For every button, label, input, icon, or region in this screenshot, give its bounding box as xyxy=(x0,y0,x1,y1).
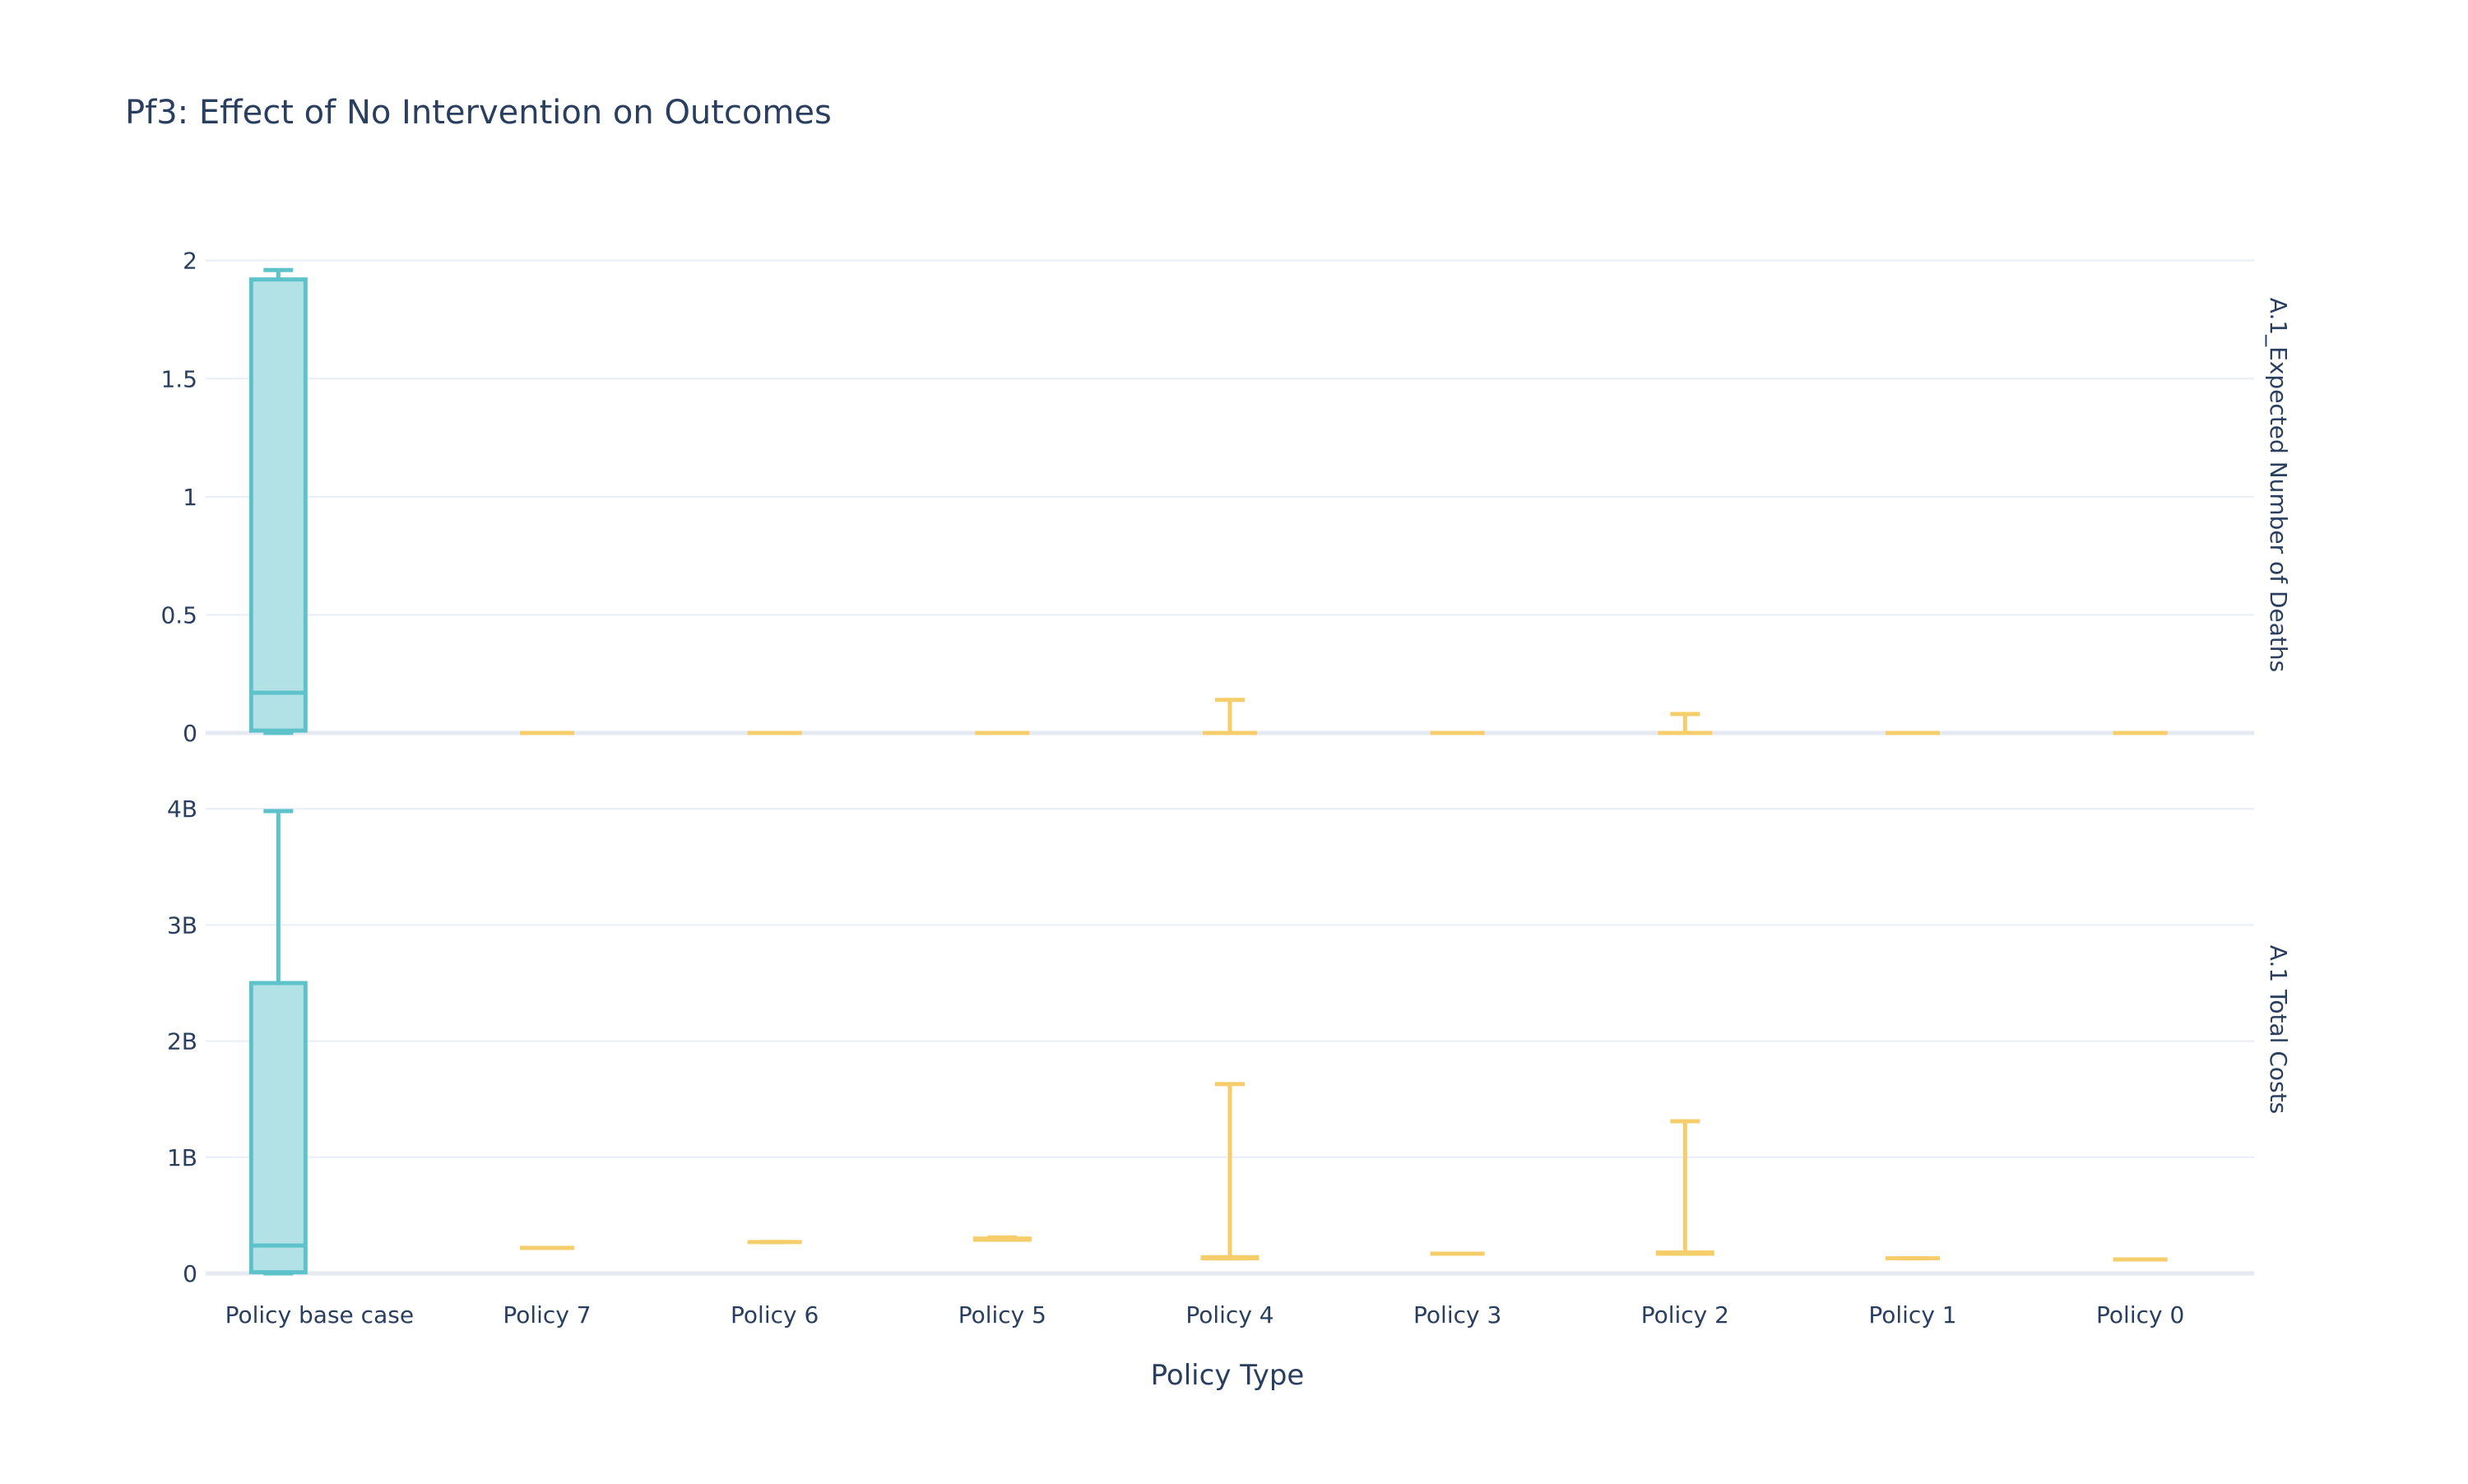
facet-panel-1: 0 0.5 1 1.5 2 A.1_Expected Number of Deaths xyxy=(160,248,2292,747)
y-tick-label: 0.5 xyxy=(160,601,197,628)
chart-title: Pf3: Effect of No Intervention on Outcom… xyxy=(125,94,832,132)
box-policy-2 xyxy=(1658,712,1713,735)
x-tick-label: Policy 5 xyxy=(958,1301,1046,1329)
y-tick-label: 0 xyxy=(183,1260,197,1287)
facets-layer: 0 0.5 1 1.5 2 A.1_Expected Number of Deaths 0 1… xyxy=(160,248,2292,1287)
x-axis-title: Policy Type xyxy=(1151,1359,1305,1392)
box-iqr xyxy=(248,981,308,1275)
y-tick-label: 0 xyxy=(183,720,197,747)
box-policy-5 xyxy=(972,1235,1032,1242)
x-axis: Policy base case Policy 7 Policy 6 Policy 5… xyxy=(225,1301,2185,1329)
x-tick-label: Policy base case xyxy=(225,1301,414,1329)
box-policy-4 xyxy=(1203,698,1257,735)
y-tick-label: 4B xyxy=(167,795,197,823)
x-tick-label: Policy 2 xyxy=(1641,1301,1729,1329)
x-tick-label: Policy 6 xyxy=(731,1301,819,1329)
y-tick-label: 2 xyxy=(183,248,197,275)
facet-label: A.1 Total Costs xyxy=(2265,945,2292,1114)
y-tick-label: 2B xyxy=(167,1028,197,1055)
y-tick-label: 3B xyxy=(167,911,197,939)
x-tick-label: Policy 7 xyxy=(503,1301,591,1329)
box-policy-2 xyxy=(1655,1119,1714,1256)
x-tick-label: Policy 0 xyxy=(2096,1301,2184,1329)
facet-label: A.1_Expected Number of Deaths xyxy=(2265,298,2292,672)
y-tick-label: 1.5 xyxy=(160,365,197,392)
y-tick-label: 1 xyxy=(183,484,197,511)
box-policy-base-case xyxy=(248,267,308,735)
box-policy-4 xyxy=(1200,1082,1260,1261)
x-tick-label: Policy 3 xyxy=(1413,1301,1501,1329)
box-policy-base-case xyxy=(248,809,308,1276)
box-iqr xyxy=(248,277,308,733)
facet-panel-2: 0 1B 2B 3B 4B A.1 Total Costs xyxy=(167,795,2292,1287)
x-tick-label: Policy 1 xyxy=(1868,1301,1956,1329)
x-tick-label: Policy 4 xyxy=(1185,1301,1273,1329)
y-tick-label: 1B xyxy=(167,1144,197,1171)
